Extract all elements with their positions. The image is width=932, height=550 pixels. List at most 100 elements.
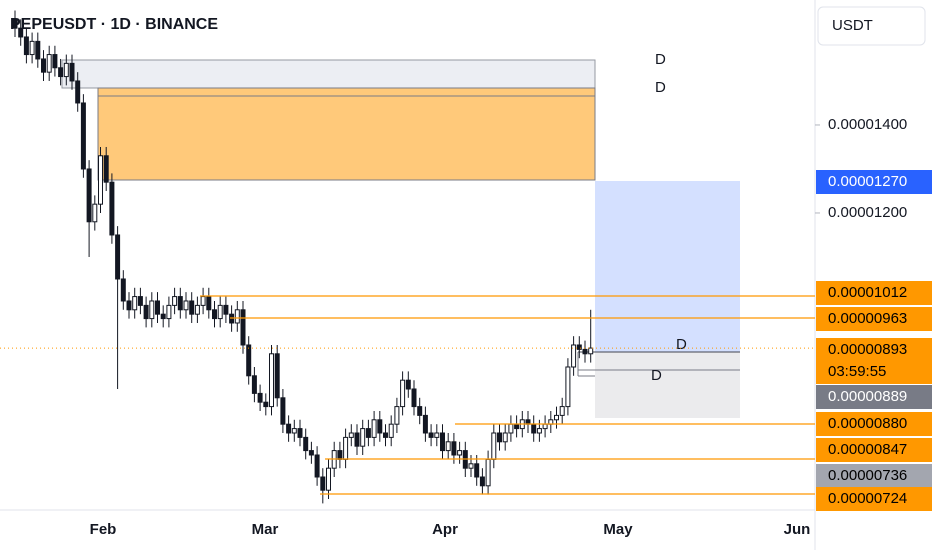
candle-body [371,419,377,438]
candle-body [394,406,400,425]
candle-body [234,309,240,324]
candle-body [212,309,217,320]
candle-body [194,304,200,315]
drawing-label: D [655,51,666,68]
candle-body [337,450,343,460]
candle-body [354,432,360,447]
candle-body [263,401,269,408]
candle-body [554,414,559,421]
currency-button[interactable] [817,6,926,46]
price-tag [816,464,932,488]
candle-body [348,432,354,438]
candle-body [251,375,257,394]
candle-body [246,344,252,377]
candle-body [434,432,440,438]
candle-body [143,304,149,320]
price-tag [816,281,932,305]
candle-body [240,309,246,346]
zone-orange [97,87,596,181]
target-zone [595,181,740,352]
drawing-label: D [676,336,687,353]
chart-title: PEPEUSDT · 1D · BINANCE [10,16,218,33]
candle-body [137,296,143,306]
candle-body [508,423,514,434]
candle-body [29,40,35,56]
candle-body [360,428,366,447]
candle-body [166,304,172,320]
candle-body [377,419,383,434]
candle-body [314,454,320,478]
candle-body [291,428,297,434]
candle-body [189,300,195,315]
candle-body [576,344,582,350]
price-tag-label: 0.00000880 [828,415,907,432]
candle-body [502,432,508,443]
candle-body [109,181,115,236]
candle-body [497,432,502,443]
candle-body [514,423,520,430]
price-tag-label: 0.00000963 [828,310,907,327]
price-tag-label: 0.00000736 [828,467,907,484]
candle-body [422,414,428,434]
x-tick-label: May [603,521,633,538]
price-tag [816,487,932,511]
candle-body [582,348,588,355]
candle-body [531,423,537,434]
candle-body [58,67,64,78]
candle-body [155,300,160,315]
candle-body [400,379,406,408]
candle-body [257,392,263,403]
x-tick-label: Jun [784,521,811,538]
x-tick-label: Apr [432,521,458,538]
candle-body [474,463,480,478]
candle-body [468,463,474,469]
candle-body [485,458,491,487]
candle-body [440,432,445,452]
currency-label[interactable]: USDT [832,17,873,34]
price-tag-label: 0.00000724 [828,490,907,507]
candle-body [417,406,423,416]
candle-body [41,58,46,73]
candle-body [75,80,81,104]
candle-body [303,436,309,452]
candle-body [86,168,92,223]
price-tag-label: 0.00001012 [828,284,907,301]
candle-body [52,54,58,69]
price-tag-label: 0.00000893 [828,341,907,358]
x-tick-label: Mar [252,521,279,538]
candle-body [160,313,166,320]
candle-body [588,347,594,355]
price-tag [816,412,932,436]
candle-body [206,296,212,311]
candle-body [308,450,314,456]
candle-body [69,62,75,82]
candle-body [326,467,331,491]
candle-body [411,388,417,408]
candle-body [23,36,29,56]
stop-zone [595,352,740,418]
candle-body [297,428,303,438]
candle-body [280,397,286,425]
candle-body [149,300,155,320]
candle-body [46,54,52,73]
candle-body [183,300,189,311]
drawing-label: D [651,367,662,384]
drawing-label: D [655,79,666,96]
candle-body [120,278,126,302]
candle-body [571,344,577,368]
y-tick-label: 0.00001200 [828,204,907,221]
candle-body [103,155,109,183]
candle-body [80,102,86,170]
price-tag-label: 0.00000889 [828,388,907,405]
price-tag [816,338,932,384]
candle-body [457,450,463,456]
y-tick-label: 0.00001400 [828,116,907,133]
zone-gray [61,59,596,89]
candle-body [18,27,24,38]
candle-body [269,353,274,408]
candle-body [542,423,548,430]
candle-body [286,423,292,434]
price-tag [816,385,932,409]
candle-body [274,353,280,399]
